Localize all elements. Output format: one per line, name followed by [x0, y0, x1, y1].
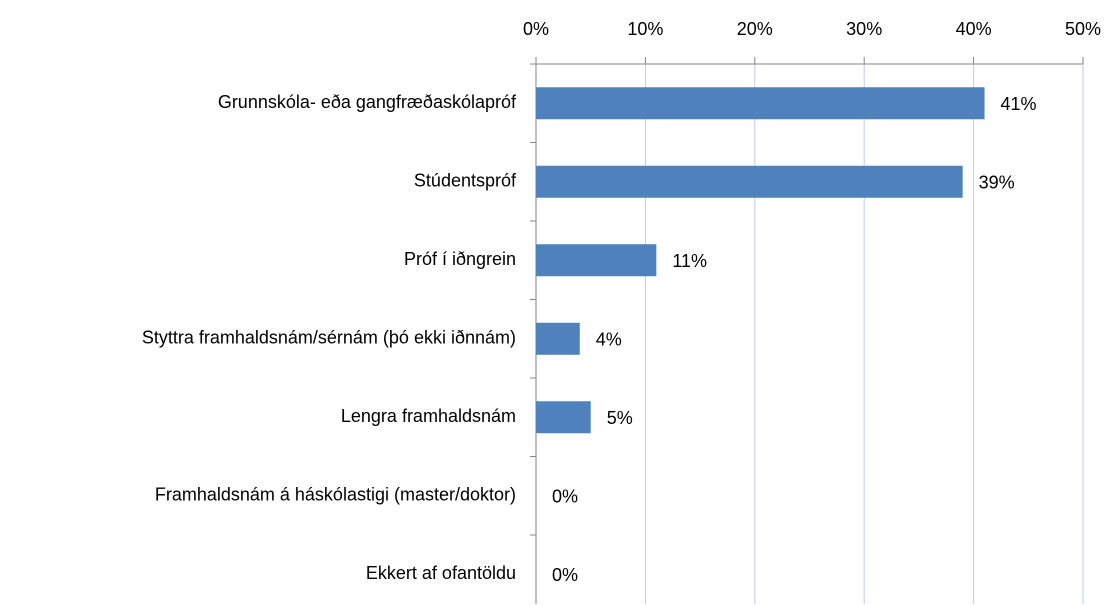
x-tick-label: 30% [846, 19, 882, 39]
data-label: 5% [607, 408, 633, 428]
bar [536, 165, 963, 198]
category-label: Framhaldsnám á háskólastigi (master/dokt… [155, 485, 516, 505]
data-label: 0% [552, 565, 578, 585]
x-tick-label: 20% [737, 19, 773, 39]
data-label: 0% [552, 487, 578, 507]
data-label: 11% [672, 251, 707, 271]
category-label: Ekkert af ofantöldu [366, 563, 516, 583]
bar [536, 244, 657, 277]
category-label: Styttra framhaldsnám/sérnám (þó ekki iðn… [142, 328, 516, 348]
x-tick-label: 40% [956, 19, 992, 39]
x-tick-label: 10% [627, 19, 663, 39]
data-label: 41% [1001, 94, 1037, 114]
category-label: Lengra framhaldsnám [341, 406, 516, 426]
data-label: 39% [979, 173, 1015, 193]
bar [536, 322, 580, 355]
bar [536, 401, 591, 434]
category-label: Grunnskóla- eða gangfræðaskólapróf [218, 92, 517, 112]
data-label: 4% [596, 330, 622, 350]
category-label: Próf í iðngrein [404, 249, 516, 269]
category-label: Stúdentspróf [414, 171, 517, 191]
x-tick-label: 50% [1065, 19, 1101, 39]
bar [536, 87, 985, 120]
x-tick-label: 0% [523, 19, 549, 39]
